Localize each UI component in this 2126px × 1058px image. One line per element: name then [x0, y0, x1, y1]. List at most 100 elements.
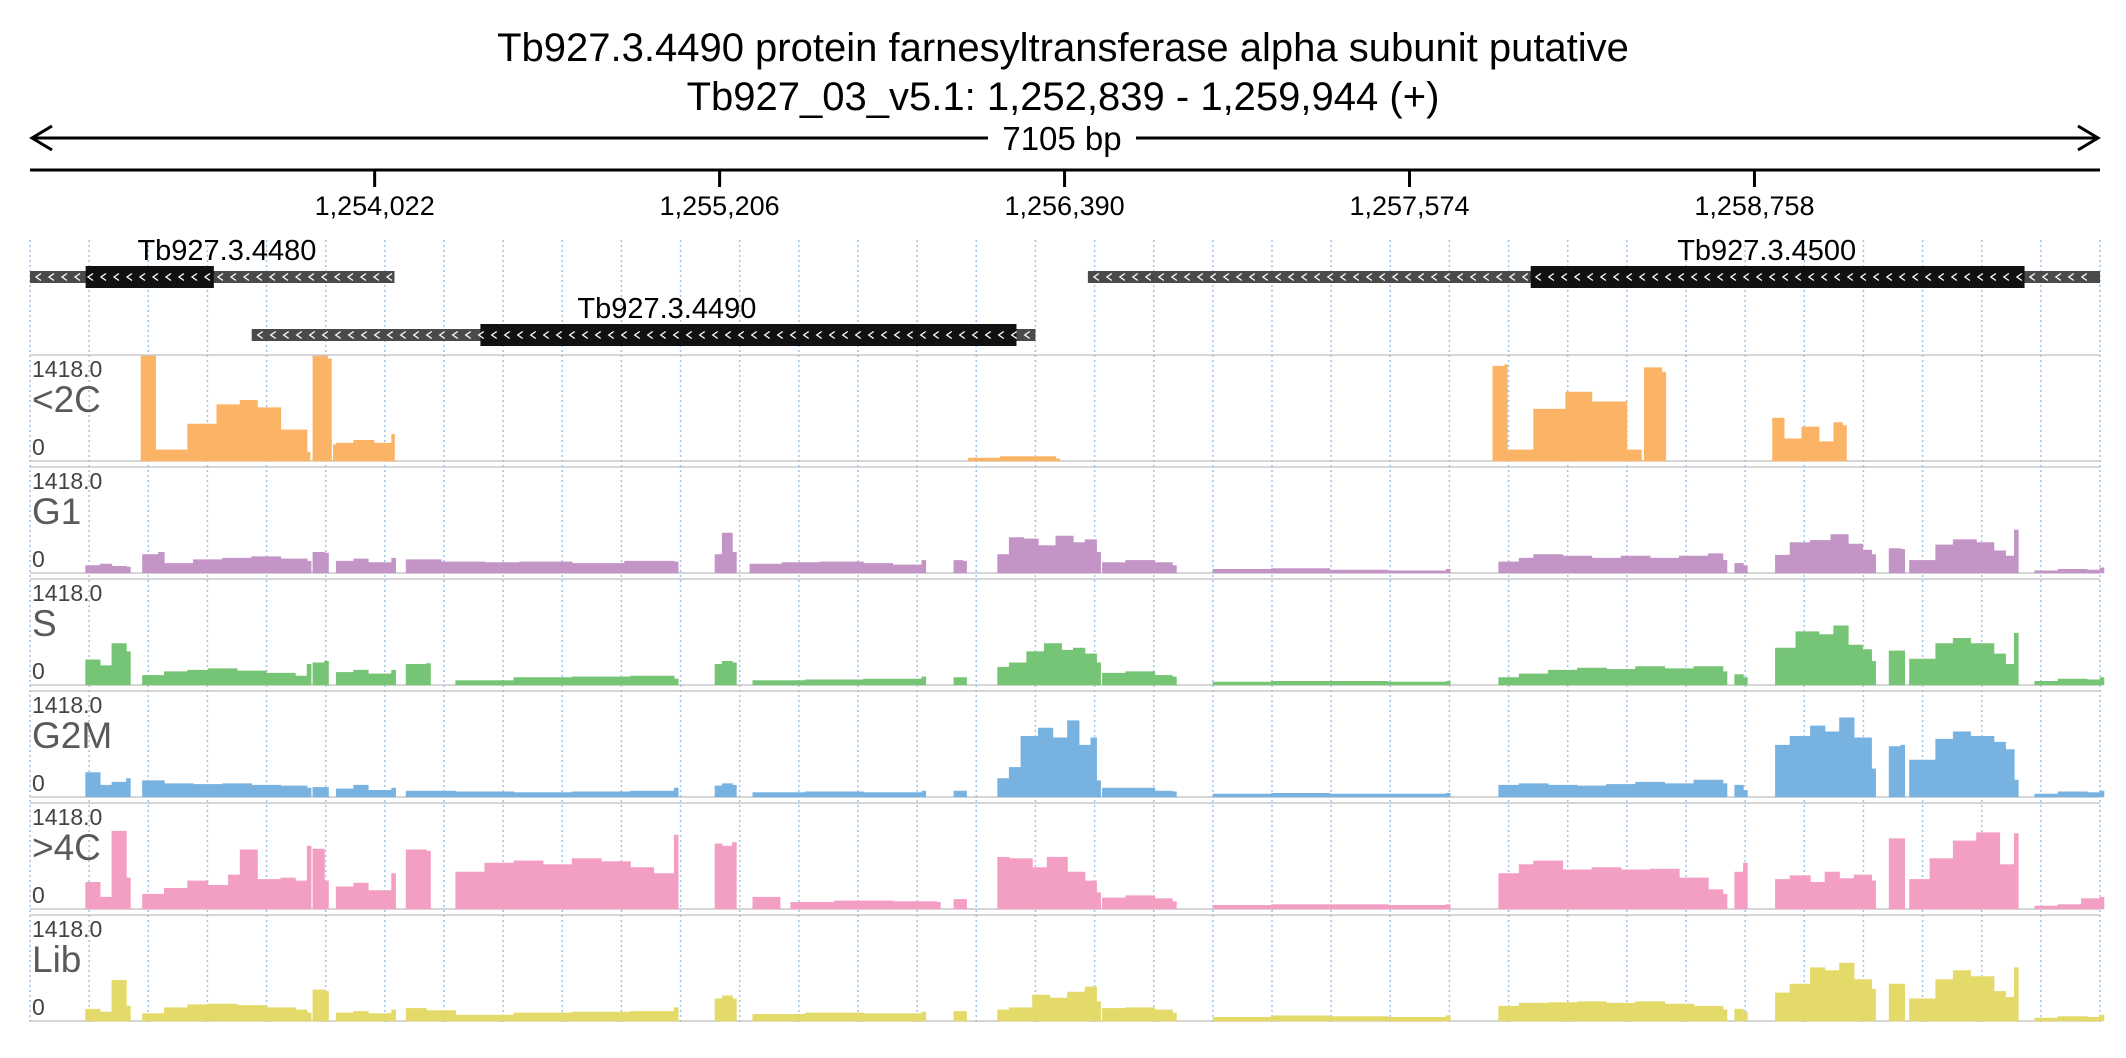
strand-arrow-icon — [451, 330, 459, 340]
coverage-area — [85, 563, 131, 574]
strand-arrow-icon — [73, 272, 81, 282]
strand-arrow-icon — [542, 330, 550, 340]
strand-arrow-icon — [438, 330, 446, 340]
strand-arrow-icon — [529, 330, 537, 340]
strand-arrow-icon — [672, 330, 680, 340]
strand-arrow-icon — [1768, 272, 1776, 282]
strand-arrow-icon — [1976, 272, 1984, 282]
strand-arrow-icon — [789, 330, 797, 340]
strand-arrow-icon — [1170, 272, 1178, 282]
coverage-area — [752, 1011, 927, 1022]
coverage-area — [953, 677, 967, 686]
coverage-area — [85, 980, 131, 1022]
coverage-area — [714, 661, 737, 686]
strand-arrow-icon — [633, 330, 641, 340]
track-min-label: 0 — [32, 434, 45, 460]
coverage-area — [1888, 744, 1905, 798]
coverage-area — [405, 663, 431, 686]
chart-subtitle: Tb927_03_v5.1: 1,252,839 - 1,259,944 (+) — [687, 75, 1440, 119]
coverage-area — [2034, 790, 2105, 798]
coverage-area — [1734, 862, 1748, 910]
strand-arrow-icon — [503, 330, 511, 340]
coverage-area — [335, 669, 396, 686]
coverage-area — [1772, 417, 1847, 462]
strand-arrow-icon — [1235, 272, 1243, 282]
strand-arrow-icon — [1690, 272, 1698, 282]
strand-arrow-icon — [1755, 272, 1763, 282]
strand-arrow-icon — [945, 330, 953, 340]
strand-arrow-icon — [867, 330, 875, 340]
strand-arrow-icon — [294, 272, 302, 282]
tick-label: 1,256,390 — [1005, 191, 1125, 221]
span-indicator: 7105 bp — [29, 120, 2101, 157]
strand-arrow-icon — [242, 272, 250, 282]
coverage-area — [1212, 568, 1451, 574]
coverage-area — [714, 842, 737, 910]
coverage-area — [85, 643, 131, 686]
gene-cds — [480, 324, 1017, 346]
coverage-area — [405, 849, 431, 910]
coverage-area — [752, 790, 927, 798]
strand-arrow-icon — [1144, 272, 1152, 282]
strand-arrow-icon — [112, 272, 120, 282]
coverage-area — [1734, 1008, 1748, 1022]
coverage-area — [1888, 838, 1905, 910]
strand-arrow-icon — [1703, 272, 1711, 282]
strand-arrow-icon — [1677, 272, 1685, 282]
strand-arrow-icon — [2002, 272, 2010, 282]
strand-arrow-icon — [177, 272, 185, 282]
strand-arrow-icon — [1924, 272, 1932, 282]
strand-arrow-icon — [2054, 272, 2062, 282]
coverage-area — [312, 552, 329, 574]
gene-cds — [1530, 266, 2025, 288]
strand-arrow-icon — [1807, 272, 1815, 282]
strand-arrow-icon — [607, 330, 615, 340]
coverage-area — [335, 557, 396, 574]
gene-label: Tb927.3.4490 — [577, 293, 756, 325]
strand-arrow-icon — [802, 330, 810, 340]
coverage-area — [953, 790, 967, 798]
strand-arrow-icon — [1404, 272, 1412, 282]
strand-arrow-icon — [151, 272, 159, 282]
strand-arrow-icon — [203, 272, 211, 282]
strand-arrow-icon — [1911, 272, 1919, 282]
span-arrow-left-icon — [29, 124, 53, 152]
strand-arrow-icon — [255, 272, 263, 282]
gene-label: Tb927.3.4480 — [137, 235, 316, 267]
strand-arrow-icon — [594, 330, 602, 340]
strand-arrow-icon — [1664, 272, 1672, 282]
strand-arrow-icon — [359, 272, 367, 282]
track-min-label: 0 — [32, 546, 45, 572]
strand-arrow-icon — [268, 272, 276, 282]
tick-label: 1,257,574 — [1349, 191, 1469, 221]
track-max-label: 1418.0 — [32, 580, 102, 606]
strand-arrow-icon — [659, 330, 667, 340]
track-name: >4C — [32, 827, 101, 868]
strand-arrow-icon — [698, 330, 706, 340]
strand-arrow-icon — [1534, 272, 1542, 282]
strand-arrow-icon — [1443, 272, 1451, 282]
strand-arrow-icon — [125, 272, 133, 282]
chart-title: Tb927.3.4490 protein farnesyltransferase… — [497, 26, 1629, 70]
strand-arrow-icon — [385, 272, 393, 282]
strand-arrow-icon — [1365, 272, 1373, 282]
strand-arrow-icon — [1820, 272, 1828, 282]
strand-arrow-icon — [216, 272, 224, 282]
strand-arrow-icon — [1937, 272, 1945, 282]
coverage-area — [2034, 896, 2105, 910]
coverage-area — [1909, 832, 2019, 910]
coverage-area — [953, 560, 967, 574]
strand-arrow-icon — [2067, 272, 2075, 282]
strand-arrow-icon — [906, 330, 914, 340]
coverage-area — [312, 661, 329, 686]
strand-arrow-icon — [1560, 272, 1568, 282]
track-max-label: 1418.0 — [32, 468, 102, 494]
strand-arrow-icon — [711, 330, 719, 340]
coverage-area — [1102, 1007, 1177, 1022]
strand-arrow-icon — [1859, 272, 1867, 282]
coverage-area — [1102, 895, 1177, 910]
strand-arrow-icon — [2080, 272, 2088, 282]
strand-arrow-icon — [919, 330, 927, 340]
strand-arrow-icon — [1092, 272, 1100, 282]
